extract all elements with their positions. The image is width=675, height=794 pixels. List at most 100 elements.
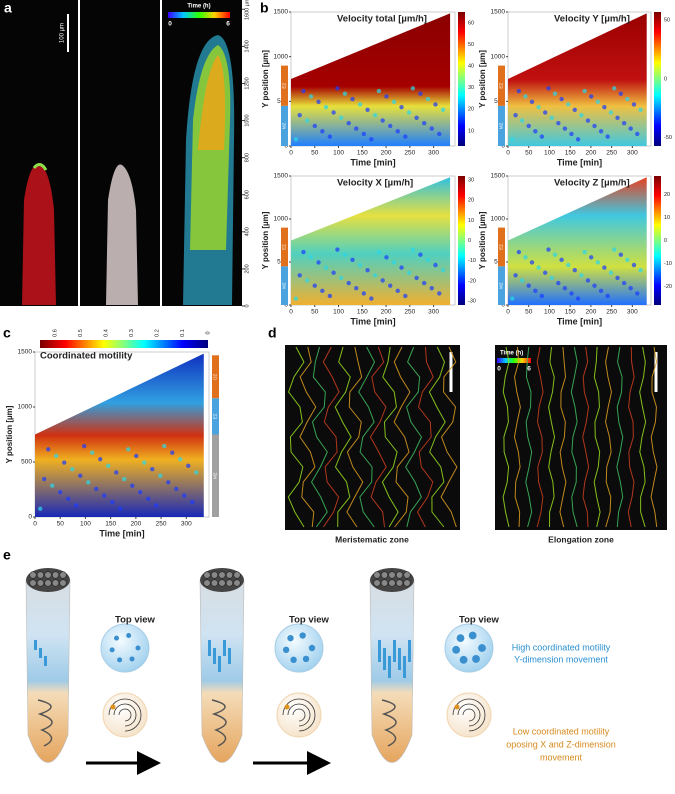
track — [627, 346, 635, 528]
colorbar — [654, 12, 661, 146]
heatmap-texture — [178, 457, 183, 462]
heatmap-texture — [361, 131, 367, 137]
heatmap-texture — [361, 291, 367, 296]
helix — [211, 699, 227, 747]
heatmap-texture — [354, 286, 359, 291]
heatmap-texture — [350, 257, 355, 263]
cell — [388, 579, 396, 587]
colorbar-tick-label: 0.1 — [180, 329, 186, 337]
heatmap-texture — [552, 91, 558, 96]
heatmap-texture — [320, 129, 325, 134]
x-tick-label: 50 — [311, 309, 319, 316]
heatmap-texture — [519, 118, 525, 123]
colorbar-tick-label: 50 — [468, 42, 474, 48]
rotation-dot — [454, 704, 460, 710]
colorbar-tick-label: 50 — [664, 18, 670, 24]
colorbar-tick-label: -20 — [664, 284, 672, 290]
heatmap-texture — [536, 265, 541, 270]
heatmap-texture — [357, 262, 363, 268]
x-tick-label: 300 — [428, 309, 439, 316]
heatmap-texture — [42, 476, 47, 482]
heatmap-texture — [293, 137, 299, 142]
top-view-dot — [117, 657, 123, 663]
zone-bar — [498, 65, 505, 106]
heatmap-texture — [403, 293, 408, 299]
heatmap-texture — [598, 129, 604, 134]
colorbar-tick-label: 0 — [468, 238, 471, 244]
rotation-arc — [113, 703, 137, 727]
track — [416, 346, 434, 528]
track — [428, 346, 446, 528]
cell — [233, 579, 241, 587]
heatmap-texture — [628, 126, 633, 131]
annotation: Y-dimension movement — [514, 654, 608, 664]
y-tick-label: 1500 — [491, 173, 506, 180]
zone-label: EZ — [499, 244, 504, 250]
zone-label: MZ — [499, 282, 504, 289]
heatmap-texture — [154, 503, 159, 508]
zone-label: DZ — [213, 374, 218, 380]
heatmap-texture — [595, 260, 601, 265]
heatmap-texture — [90, 450, 95, 455]
heatmap-texture — [158, 473, 163, 478]
y-tick-label: 0 — [28, 514, 32, 521]
rotation-arc — [118, 708, 132, 722]
heatmap-texture — [376, 88, 382, 94]
track — [358, 346, 376, 528]
heatmap-texture — [598, 288, 604, 294]
heatmap-texture — [592, 283, 597, 288]
heatmap-texture — [357, 102, 363, 107]
heatmap-texture — [582, 88, 587, 94]
track — [548, 346, 556, 528]
x-tick-label: 300 — [627, 150, 638, 157]
motility-mark — [228, 648, 231, 664]
track — [593, 346, 601, 528]
cell — [203, 579, 211, 587]
tick-label: 0 — [244, 304, 250, 307]
heatmap-texture — [421, 121, 427, 126]
heatmap-texture — [380, 278, 385, 283]
heatmap-texture — [305, 118, 310, 123]
heatmap-texture — [631, 262, 637, 268]
motility-mark — [218, 656, 221, 672]
colorbar — [497, 358, 531, 363]
heatmap-texture — [592, 123, 597, 129]
top-view-label: Top view — [115, 615, 156, 626]
heatmap-texture — [549, 115, 554, 121]
x-tick-label: 200 — [585, 150, 596, 157]
colorbar-tick-label: 10 — [468, 128, 474, 134]
heatmap-texture — [589, 94, 594, 99]
heatmap-texture — [388, 123, 393, 129]
zone-label: EZ — [499, 83, 504, 89]
heatmap-texture — [170, 450, 175, 455]
track — [299, 346, 317, 528]
colorbar-tick-label: 60 — [468, 20, 474, 26]
cell — [59, 579, 67, 587]
heatmap-texture — [365, 107, 370, 113]
panel-label: c — [3, 325, 11, 341]
cell — [233, 571, 241, 579]
heatmap-texture — [556, 121, 561, 126]
x-axis-label: Time [min] — [557, 157, 602, 167]
tick-label: 200 — [244, 264, 250, 273]
heatmap-texture — [369, 296, 374, 301]
x-tick-label: 300 — [181, 521, 192, 528]
cell — [388, 571, 396, 579]
colorbar-tick-label: 0.6 — [53, 329, 59, 337]
heatmap-texture — [519, 278, 525, 283]
zone-bar — [281, 105, 288, 146]
y-tick-label: 1000 — [274, 216, 289, 223]
heatmap-texture — [305, 278, 310, 283]
heatmap-texture — [369, 137, 374, 142]
heatmap-texture — [138, 490, 143, 495]
colorbar-tick-label: 0.2 — [155, 329, 161, 337]
top-view-dot — [459, 655, 468, 664]
heatmap-texture — [526, 283, 531, 288]
heatmap-texture — [429, 286, 434, 291]
heatmap-texture — [380, 118, 385, 123]
colorbar-tick-label: 30 — [468, 177, 474, 183]
motility-mark — [34, 640, 37, 650]
heatmap-texture — [513, 112, 518, 118]
track — [559, 346, 567, 528]
zone-label: MZ — [499, 122, 504, 129]
